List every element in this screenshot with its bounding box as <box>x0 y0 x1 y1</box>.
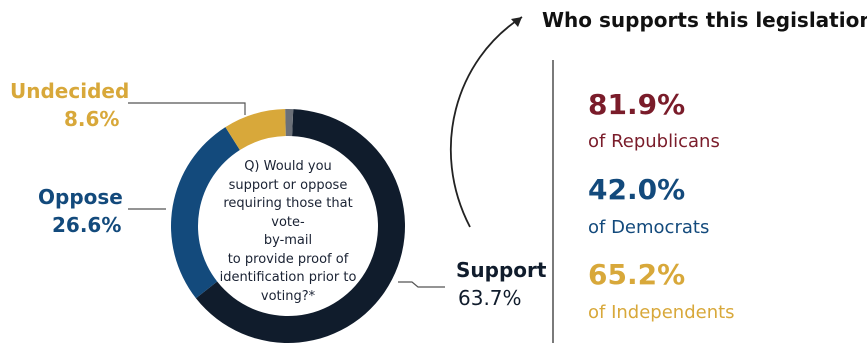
question-line: identification prior to <box>219 270 357 285</box>
undecided-slice <box>225 109 286 150</box>
question-line: voting?* <box>260 288 316 304</box>
question-line: by-mail <box>263 233 313 248</box>
center-question: Q) Would you support or oppose requiring… <box>208 158 368 306</box>
undecided-label: Undecided <box>10 79 130 103</box>
democrats-label: of Democrats <box>588 217 710 238</box>
undecided-value: 8.6% <box>64 107 120 131</box>
panel-heading: Who supports this legislation? <box>542 8 867 32</box>
question-line: Q) Would you <box>244 159 332 174</box>
oppose-slice <box>170 127 240 299</box>
republicans-percent: 81.9% <box>588 88 686 121</box>
independents-percent: 65.2% <box>588 258 686 291</box>
republicans-label: of Republicans <box>588 131 720 152</box>
question-line: requiring those that vote- <box>223 196 353 230</box>
undecided-leader-line <box>128 102 246 115</box>
oppose-value: 26.6% <box>52 213 122 237</box>
democrats-percent: 42.0% <box>588 173 686 206</box>
oppose-label: Oppose <box>38 185 123 209</box>
independents-label: of Independents <box>588 302 735 323</box>
question-line: support or oppose <box>228 177 348 193</box>
support-label: Support <box>456 258 547 282</box>
question-line: to provide proof of <box>227 251 349 267</box>
support-leader-line <box>398 281 445 288</box>
support-value: 63.7% <box>458 286 522 310</box>
curved-arrow <box>450 16 523 228</box>
arrow-head <box>511 17 522 27</box>
donut-slices <box>170 108 405 343</box>
other-slice <box>285 108 294 137</box>
